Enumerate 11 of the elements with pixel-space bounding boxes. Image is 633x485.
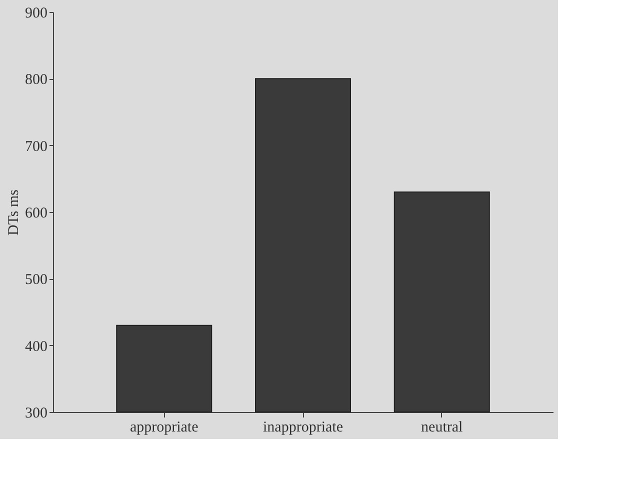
x-tick-label: neutral — [421, 420, 463, 436]
x-tick-label: appropriate — [130, 420, 199, 436]
x-tick-label: inappropriate — [263, 420, 344, 436]
y-tick-label: 700 — [25, 138, 48, 155]
y-tick-label: 900 — [25, 6, 48, 22]
y-tick-label: 400 — [25, 338, 48, 355]
y-tick-label: 800 — [25, 72, 48, 88]
y-tick-label: 600 — [25, 206, 48, 222]
y-tick-label: 500 — [25, 272, 48, 288]
y-axis-title: DTs ms — [6, 189, 22, 236]
y-tick-label: 300 — [25, 406, 48, 422]
